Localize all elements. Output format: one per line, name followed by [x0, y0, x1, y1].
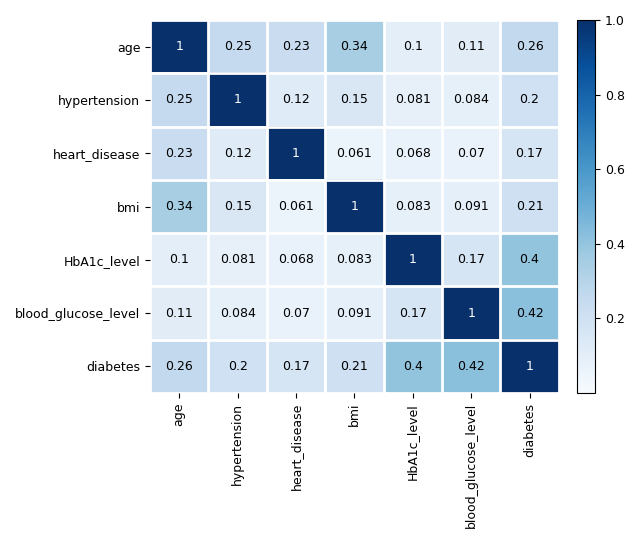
Text: 0.068: 0.068: [395, 147, 431, 160]
Text: 0.23: 0.23: [165, 147, 193, 160]
Text: 0.12: 0.12: [282, 93, 310, 106]
Text: 1: 1: [409, 253, 417, 266]
Text: 0.42: 0.42: [457, 360, 485, 373]
Text: 0.084: 0.084: [220, 307, 255, 320]
Text: 0.15: 0.15: [340, 93, 368, 106]
Text: 0.11: 0.11: [457, 40, 485, 53]
Text: 0.061: 0.061: [278, 200, 314, 213]
Text: 0.081: 0.081: [220, 253, 255, 266]
Text: 0.26: 0.26: [516, 40, 543, 53]
Text: 0.4: 0.4: [520, 253, 540, 266]
Text: 0.26: 0.26: [165, 360, 193, 373]
Text: 0.084: 0.084: [453, 93, 489, 106]
Text: 1: 1: [525, 360, 534, 373]
Text: 0.34: 0.34: [165, 200, 193, 213]
Text: 0.21: 0.21: [516, 200, 543, 213]
Text: 0.083: 0.083: [395, 200, 431, 213]
Text: 0.061: 0.061: [337, 147, 372, 160]
Text: 0.11: 0.11: [165, 307, 193, 320]
Text: 0.07: 0.07: [457, 147, 485, 160]
Text: 1: 1: [175, 40, 183, 53]
Text: 0.2: 0.2: [520, 93, 540, 106]
Text: 0.34: 0.34: [340, 40, 368, 53]
Text: 0.17: 0.17: [457, 253, 485, 266]
Text: 0.21: 0.21: [340, 360, 368, 373]
Text: 0.17: 0.17: [399, 307, 427, 320]
Text: 0.4: 0.4: [403, 360, 422, 373]
Text: 0.17: 0.17: [516, 147, 543, 160]
Text: 0.091: 0.091: [337, 307, 372, 320]
Text: 0.17: 0.17: [282, 360, 310, 373]
Text: 0.081: 0.081: [395, 93, 431, 106]
Text: 0.083: 0.083: [337, 253, 372, 266]
Text: 0.1: 0.1: [403, 40, 422, 53]
Text: 0.068: 0.068: [278, 253, 314, 266]
Text: 0.15: 0.15: [223, 200, 252, 213]
Text: 0.1: 0.1: [169, 253, 189, 266]
Text: 0.091: 0.091: [453, 200, 489, 213]
Text: 0.25: 0.25: [165, 93, 193, 106]
Text: 1: 1: [467, 307, 475, 320]
Text: 1: 1: [234, 93, 241, 106]
Text: 0.2: 0.2: [228, 360, 248, 373]
Text: 1: 1: [351, 200, 358, 213]
Text: 0.07: 0.07: [282, 307, 310, 320]
Text: 0.23: 0.23: [282, 40, 310, 53]
Text: 0.12: 0.12: [224, 147, 252, 160]
Text: 0.42: 0.42: [516, 307, 543, 320]
Text: 0.25: 0.25: [223, 40, 252, 53]
Text: 1: 1: [292, 147, 300, 160]
